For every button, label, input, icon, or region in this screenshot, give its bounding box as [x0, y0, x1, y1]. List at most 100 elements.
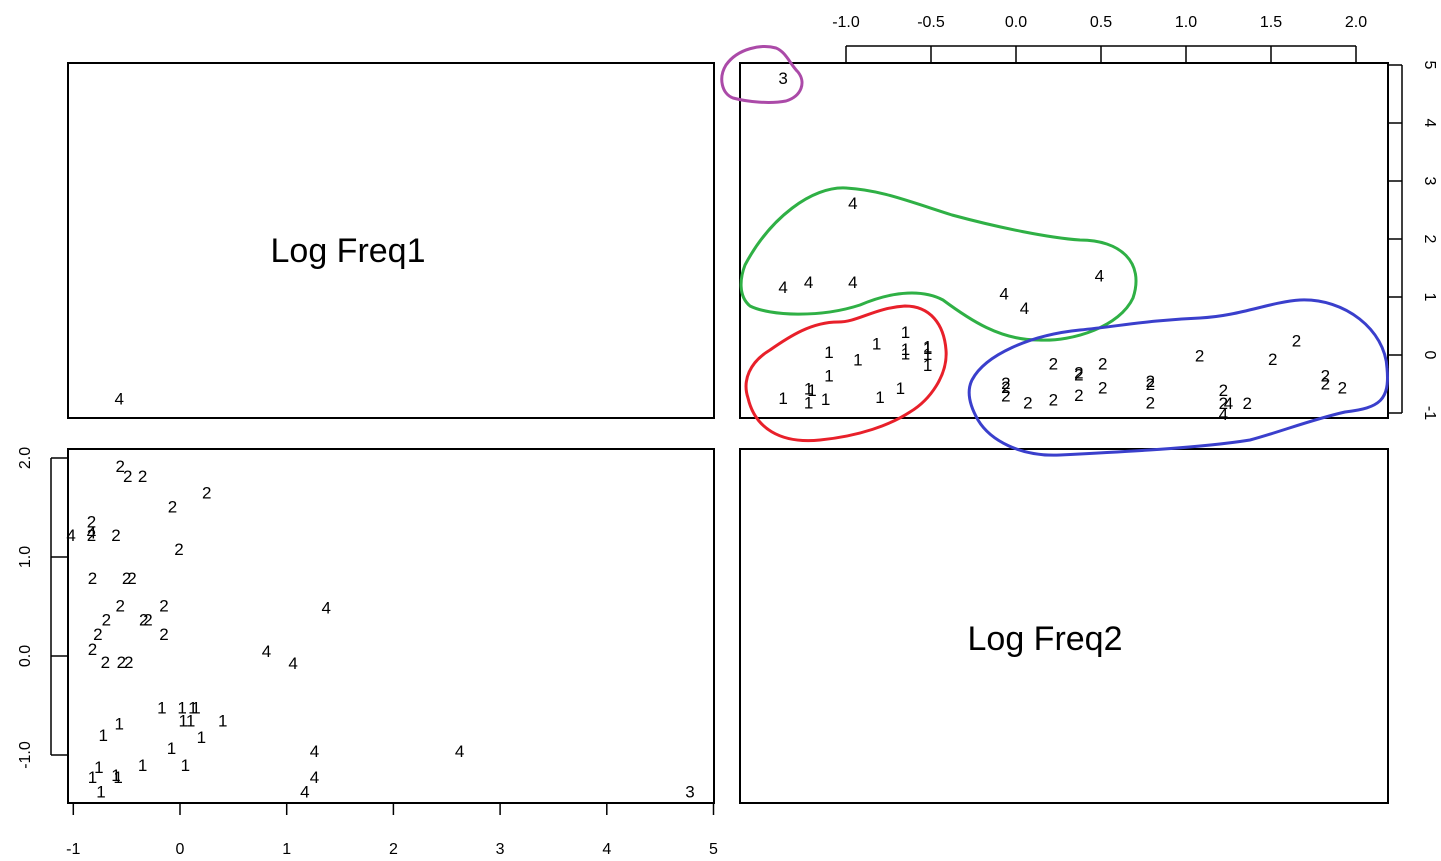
left-axis-tick-label: -1.0	[17, 741, 34, 769]
point-cluster-2: 2	[1321, 366, 1330, 385]
bottom-axis-tick-label: 0	[176, 841, 185, 858]
point-cluster-1: 1	[114, 714, 123, 733]
top-axis-tick-label: 0.5	[1090, 14, 1112, 31]
point-cluster-1: 1	[178, 711, 187, 730]
point-cluster-4: 4	[66, 526, 75, 545]
point-cluster-1: 1	[807, 381, 816, 400]
point-cluster-2: 2	[1146, 372, 1155, 391]
bottom-axis-tick-label: 1	[282, 841, 291, 858]
point-cluster-4: 4	[310, 768, 319, 787]
cluster-3-outline	[720, 45, 804, 104]
right-axis-tick-label: 5	[1421, 61, 1438, 70]
point-cluster-2: 2	[127, 569, 136, 588]
panel-bottom-right	[739, 448, 1389, 804]
point-cluster-2: 2	[168, 498, 177, 517]
point-cluster-1: 1	[113, 768, 122, 787]
point-cluster-2: 2	[1049, 355, 1058, 374]
point-cluster-2: 2	[93, 625, 102, 644]
point-cluster-4: 4	[1224, 394, 1233, 413]
point-cluster-1: 1	[98, 726, 107, 745]
point-cluster-2: 2	[1338, 378, 1347, 397]
right-axis-tick-label: 1	[1421, 293, 1438, 302]
point-cluster-3: 3	[778, 69, 787, 88]
left-axis-tick-label: 2.0	[17, 447, 34, 469]
point-cluster-4: 4	[455, 742, 464, 761]
point-cluster-2: 2	[159, 597, 168, 616]
point-cluster-2: 2	[116, 597, 125, 616]
points-upper-panel: 3444444444411111111111111111122222222222…	[778, 69, 1347, 424]
point-cluster-1: 1	[218, 711, 227, 730]
right-axis-tick-label: 4	[1421, 119, 1438, 128]
point-cluster-4: 4	[87, 523, 96, 542]
point-cluster-1: 1	[157, 698, 166, 717]
point-cluster-4: 4	[1095, 267, 1104, 286]
point-cluster-4: 4	[1219, 405, 1228, 424]
point-cluster-1: 1	[177, 698, 186, 717]
point-cluster-1: 1	[923, 356, 932, 375]
bottom-axis-tick-label: -1	[66, 841, 80, 858]
point-cluster-4: 4	[1020, 299, 1029, 318]
top-axis-tick-label: 0.0	[1005, 14, 1027, 31]
point-cluster-4: 4	[288, 654, 297, 673]
point-cluster-4: 4	[114, 390, 123, 409]
right-axis-tick-label: 3	[1421, 177, 1438, 186]
point-cluster-2: 2	[1292, 332, 1301, 351]
point-cluster-2: 2	[1001, 387, 1010, 406]
point-cluster-2: 2	[1242, 394, 1251, 413]
top-axis-tick-label: -0.5	[917, 14, 945, 31]
left-axis-tick-label: 1.0	[17, 546, 34, 568]
cluster-outlines	[720, 45, 1390, 457]
point-cluster-2: 2	[1219, 381, 1228, 400]
point-cluster-1: 1	[824, 343, 833, 362]
point-cluster-2: 2	[202, 484, 211, 503]
point-cluster-2: 2	[1098, 355, 1107, 374]
point-cluster-4: 4	[300, 783, 309, 802]
top-axis-tick-label: -1.0	[832, 14, 860, 31]
panel-top-right	[739, 62, 1389, 419]
bottom-axis-tick-label: 3	[496, 841, 505, 858]
point-cluster-1: 1	[901, 340, 910, 359]
point-cluster-1: 1	[901, 323, 910, 342]
point-cluster-4: 4	[262, 642, 271, 661]
cluster-1-outline	[744, 304, 948, 443]
point-cluster-2: 2	[143, 610, 152, 629]
point-cluster-4: 4	[778, 278, 787, 297]
point-cluster-1: 1	[923, 337, 932, 356]
left-axis-tick-label: 0.0	[17, 645, 34, 667]
point-cluster-2: 2	[1268, 350, 1277, 369]
point-cluster-1: 1	[824, 366, 833, 385]
point-cluster-4: 4	[310, 742, 319, 761]
top-axis-tick-label: 2.0	[1345, 14, 1367, 31]
point-cluster-2: 2	[88, 640, 97, 659]
point-cluster-2: 2	[1074, 366, 1083, 385]
point-cluster-1: 1	[853, 351, 862, 370]
point-cluster-1: 1	[923, 339, 932, 358]
point-cluster-4: 4	[321, 598, 330, 617]
point-cluster-2: 2	[111, 526, 120, 545]
point-cluster-2: 2	[1321, 374, 1330, 393]
point-cluster-2: 2	[174, 540, 183, 559]
point-cluster-2: 2	[159, 625, 168, 644]
point-cluster-1: 1	[96, 783, 105, 802]
point-cluster-1: 1	[186, 711, 195, 730]
point-cluster-4: 4	[999, 285, 1008, 304]
top-axis-tick-label: 1.0	[1175, 14, 1197, 31]
point-cluster-2: 2	[138, 467, 147, 486]
point-cluster-2: 2	[1146, 375, 1155, 394]
axes: -1 0 1 2 3 4 5 -1.0 0.0 1.0 2.0 -1.0 -0.5 0.0 0.5 1.0 1.…	[17, 14, 1438, 858]
top-axis-tick-label: 1.5	[1260, 14, 1282, 31]
point-cluster-2: 2	[1195, 347, 1204, 366]
point-cluster-1: 1	[167, 739, 176, 758]
panel-frames	[67, 62, 1389, 804]
point-cluster-1: 1	[94, 758, 103, 777]
point-cluster-1: 1	[875, 388, 884, 407]
point-cluster-2: 2	[102, 610, 111, 629]
point-cluster-1: 1	[88, 768, 97, 787]
point-cluster-1: 1	[191, 698, 200, 717]
point-cluster-2: 2	[123, 467, 132, 486]
point-cluster-2: 2	[1001, 378, 1010, 397]
point-cluster-1: 1	[923, 345, 932, 364]
point-cluster-2: 2	[1001, 374, 1010, 393]
